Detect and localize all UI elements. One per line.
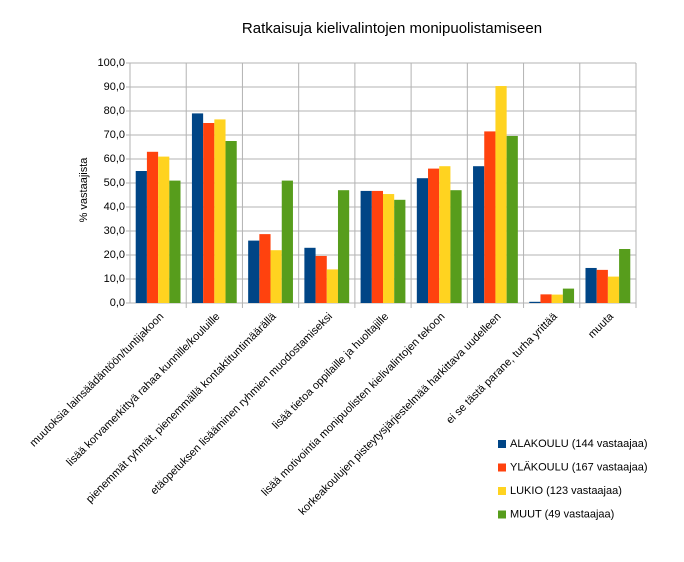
bar — [304, 247, 316, 303]
bar — [585, 267, 597, 303]
y-tick-label: 30,0 — [104, 225, 125, 237]
bar — [248, 240, 260, 303]
legend-swatch — [498, 510, 506, 519]
bar — [562, 288, 575, 303]
y-tick-label: 20,0 — [104, 249, 125, 261]
legend-swatch — [498, 463, 506, 472]
y-tick-label: 0,0 — [110, 297, 125, 309]
chart-title: Ratkaisuja kielivalintojen monipuolistam… — [242, 20, 542, 37]
bar — [428, 168, 440, 303]
legend-swatch — [498, 440, 506, 448]
bar — [203, 123, 215, 303]
bar — [416, 178, 429, 303]
bar — [596, 269, 608, 303]
bar — [191, 113, 204, 304]
bar — [551, 294, 563, 303]
bar — [158, 156, 170, 303]
legend-label: YLÄKOULU (167 vastaajaa) — [510, 461, 648, 473]
bar — [506, 135, 518, 303]
bar — [450, 190, 462, 303]
bar — [495, 86, 507, 303]
x-tick-label: korkeakoulujen pisteytysjärjestelmää har… — [297, 311, 504, 518]
bar — [315, 255, 327, 303]
bar — [281, 180, 293, 303]
bar — [259, 234, 271, 303]
bar — [214, 119, 226, 304]
bar — [607, 276, 620, 303]
y-axis-title: % vastaajista — [78, 157, 90, 223]
y-tick-label: 10,0 — [104, 273, 125, 285]
bar — [439, 166, 451, 303]
bar — [540, 294, 552, 303]
x-tick-label: ei se tästä parane, turha yrittää — [444, 310, 560, 426]
x-tick-label: pienemmät ryhmät, pienemmällä kontaktitu… — [84, 310, 279, 505]
y-tick-label: 60,0 — [104, 153, 125, 165]
legend-label: LUKIO (123 vastaajaa) — [510, 485, 622, 497]
bar — [326, 269, 338, 303]
bar — [146, 151, 159, 303]
bar — [225, 141, 237, 303]
legend-label: ALAKOULU (144 vastaajaa) — [510, 438, 648, 450]
bar — [135, 171, 147, 303]
legend-swatch — [498, 487, 506, 495]
y-tick-label: 90,0 — [104, 81, 125, 93]
bar — [383, 194, 395, 303]
y-tick-label: 70,0 — [104, 129, 125, 141]
bar — [473, 166, 485, 303]
y-tick-label: 40,0 — [104, 201, 125, 213]
bar — [484, 131, 496, 303]
bar — [529, 301, 541, 303]
bar — [337, 190, 350, 303]
x-tick-label: lisää tietoa oppilaille ja huoltajille — [270, 311, 391, 432]
bar — [360, 190, 372, 303]
bar — [394, 199, 406, 303]
bar — [619, 249, 631, 303]
bar — [169, 180, 181, 303]
y-tick-label: 80,0 — [104, 105, 125, 117]
y-tick-label: 100,0 — [97, 57, 125, 69]
y-tick-label: 50,0 — [104, 177, 125, 189]
bar — [270, 250, 282, 303]
legend-label: MUUT (49 vastaajaa) — [510, 508, 614, 520]
x-tick-label: muuta — [586, 310, 617, 341]
bar — [371, 190, 383, 303]
